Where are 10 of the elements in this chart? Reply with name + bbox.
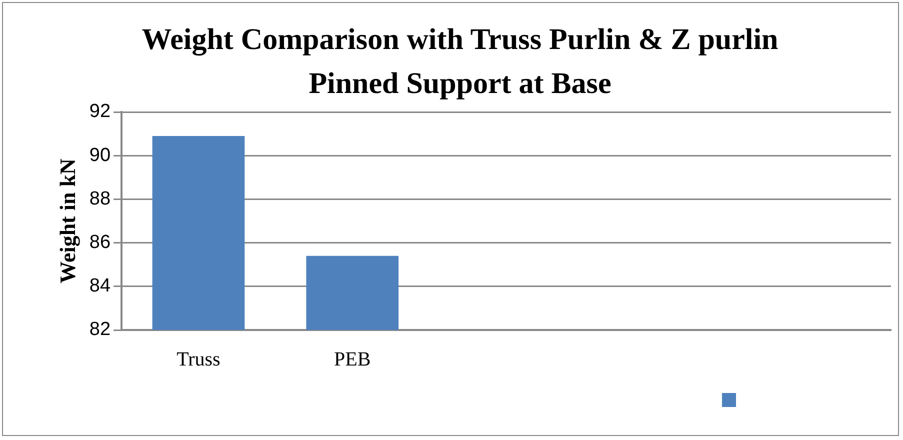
x-tick-label: Truss — [176, 348, 221, 370]
y-tick-label: 86 — [89, 232, 111, 254]
y-axis-title: Weight in kN — [54, 158, 80, 284]
x-tick-label: PEB — [334, 348, 371, 370]
y-tick-label: 92 — [89, 101, 111, 122]
y-tick-label: 88 — [89, 188, 111, 210]
y-tick-label: 84 — [89, 276, 111, 297]
chart-title: Weight Comparison with Truss Purlin & Z purlin Pinned Support at Base — [140, 22, 780, 102]
y-tick-label: 82 — [89, 319, 111, 340]
y-tick-label: 90 — [89, 144, 111, 166]
